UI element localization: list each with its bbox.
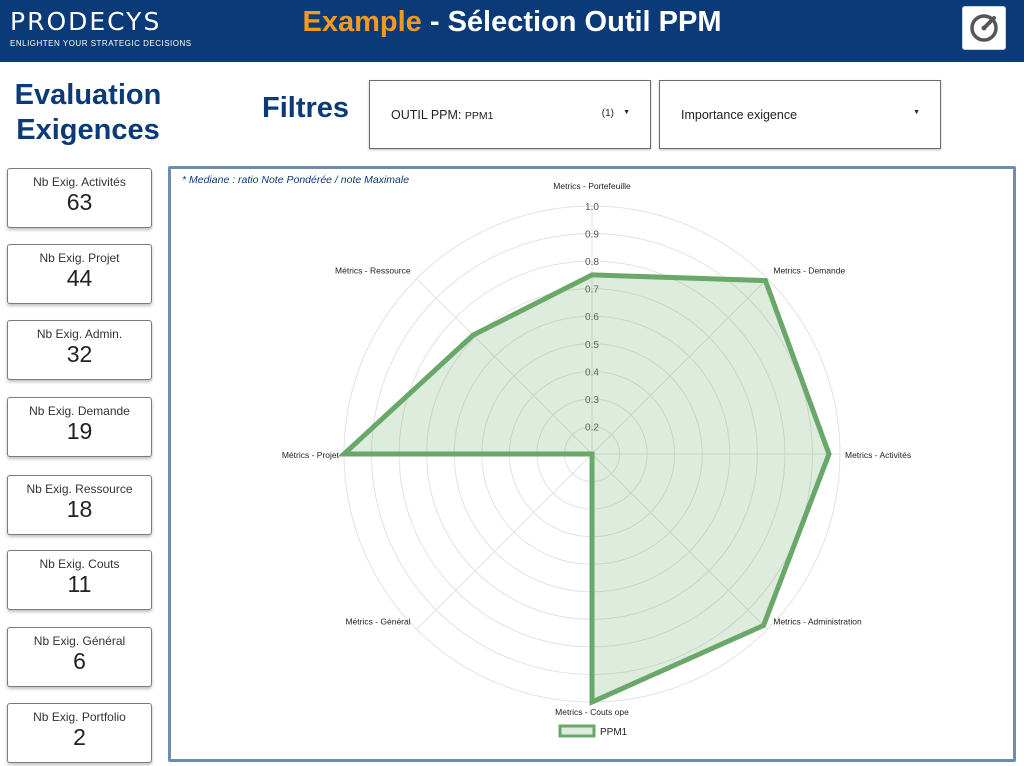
card-value: 63	[66, 189, 93, 215]
evaluation-title-line1: Evaluation	[14, 79, 162, 111]
importance-label: Importance exigence	[681, 108, 798, 122]
radar-axis-label: Métrics - Ressource	[335, 266, 411, 276]
radar-spoke	[591, 278, 768, 455]
radar-point	[761, 623, 765, 627]
radar-point	[342, 452, 346, 456]
filters-title: Filtres	[262, 92, 350, 124]
radar-tick-label: 0.8	[585, 257, 599, 268]
card-admin: Nb Exig. Admin. 32	[7, 320, 152, 380]
card-ressource: Nb Exig. Ressource 18	[7, 475, 152, 535]
card-label: Nb Exig. Admin.	[36, 327, 123, 341]
card-general: Nb Exig. Général 6	[7, 627, 152, 687]
card-value: 19	[66, 418, 93, 444]
radar-axis-label: Metrics - Activités	[845, 450, 911, 460]
header-bar: PRODECYS ENLIGHTEN YOUR STRATEGIC DECISI…	[0, 0, 1024, 62]
radar-spoke	[416, 278, 593, 455]
radar-tick-label: 0.3	[585, 395, 599, 406]
radar-point	[590, 273, 594, 277]
logo-name: PRODECYS	[10, 7, 162, 36]
radar-tick-label: 0.6	[585, 312, 599, 323]
card-label: Nb Exig. Couts	[39, 557, 120, 571]
radar-point	[471, 333, 475, 337]
radar-axis-label: Métrics - Général	[345, 616, 410, 626]
importance-filter[interactable]: Importance exigence ▼	[659, 80, 941, 149]
radar-tick-label: 0.9	[585, 230, 599, 241]
card-label: Nb Exig. Ressource	[26, 482, 133, 496]
chevron-down-icon: ▼	[913, 109, 920, 116]
card-value: 32	[66, 341, 93, 367]
card-value: 2	[73, 724, 86, 750]
radar-tick-label: 0.4	[585, 367, 599, 378]
radar-tick-label: 0.5	[585, 340, 599, 351]
page-title-accent: Example	[302, 6, 422, 38]
evaluation-title-line2: Exigences	[16, 114, 160, 146]
radar-spoke	[416, 453, 593, 630]
page-title-rest: - Sélection Outil PPM	[421, 6, 722, 38]
card-value: 11	[67, 571, 92, 597]
outil-ppm-count: (1)	[601, 108, 614, 119]
radar-point	[827, 452, 831, 456]
radar-spoke	[591, 453, 768, 630]
outil-ppm-label: OUTIL PPM: PPM1	[391, 108, 493, 122]
legend-label-ppm1: PPM1	[600, 727, 628, 738]
radar-axis-label: Metrics - Administration	[773, 616, 862, 626]
card-activites: Nb Exig. Activités 63	[7, 168, 152, 228]
card-value: 44	[66, 265, 93, 291]
radar-series-ppm1	[337, 272, 832, 706]
card-value: 6	[73, 648, 86, 674]
card-label: Nb Exig. Activités	[33, 175, 126, 189]
outil-ppm-label-text: OUTIL PPM:	[391, 108, 465, 122]
outil-ppm-filter[interactable]: OUTIL PPM: PPM1 (1) ▼	[369, 80, 651, 149]
radar-tick-label: 0.2	[585, 422, 599, 433]
card-label: Nb Exig. Demande	[29, 404, 130, 418]
page-title: Example - Sélection Outil PPM	[0, 4, 1024, 40]
outil-ppm-value: PPM1	[464, 110, 494, 122]
radar-axis-label: Metrics - Couts ope	[555, 707, 629, 717]
evaluation-title: Evaluation Exigences	[4, 78, 172, 148]
card-value: 18	[66, 496, 93, 522]
card-label: Nb Exig. Projet	[39, 251, 120, 265]
radar-point	[763, 279, 767, 283]
radar-axis-label: Métrics - Projet	[282, 450, 340, 460]
radar-point	[590, 452, 594, 456]
legend-swatch-ppm1	[558, 724, 596, 738]
gauge-icon	[970, 14, 998, 42]
radar-point	[590, 700, 594, 704]
logo-tagline: ENLIGHTEN YOUR STRATEGIC DECISIONS	[10, 39, 192, 48]
card-portfolio: Nb Exig. Portfolio 2	[7, 703, 152, 763]
gauge-logo-icon[interactable]	[962, 6, 1006, 50]
chevron-down-icon: ▼	[623, 109, 630, 116]
card-demande: Nb Exig. Demande 19	[7, 397, 152, 457]
card-couts: Nb Exig. Couts 11	[7, 550, 152, 610]
radar-axis-label: Metrics - Demande	[773, 266, 845, 276]
radar-axis-label: Metrics - Portefeuille	[553, 181, 631, 191]
card-label: Nb Exig. Portfolio	[33, 710, 126, 724]
chart-note: * Mediane : ratio Note Pondérée / note M…	[182, 174, 410, 186]
prodecys-logo: PRODECYS ENLIGHTEN YOUR STRATEGIC DECISI…	[10, 7, 192, 49]
radar-tick-label: 1.0	[585, 202, 599, 213]
radar-tick-label: 0.7	[585, 285, 599, 296]
card-label: Nb Exig. Général	[33, 634, 126, 648]
card-projet: Nb Exig. Projet 44	[7, 244, 152, 304]
